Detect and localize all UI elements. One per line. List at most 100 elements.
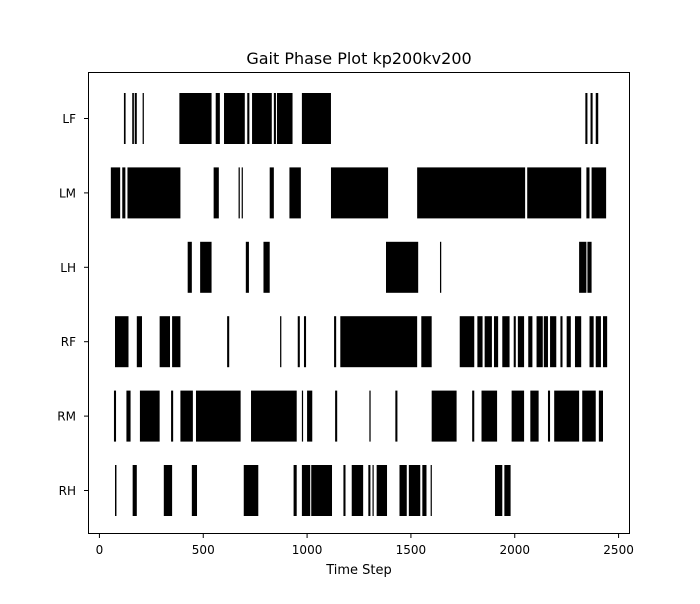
- phase-bar: [543, 316, 548, 368]
- phase-bar: [528, 316, 533, 368]
- phase-bar: [180, 390, 193, 442]
- x-axis: 0 500 1000 1500 2000 2500: [96, 534, 634, 557]
- phase-bar: [215, 93, 220, 144]
- phase-bar: [591, 167, 607, 219]
- phase-bar: [115, 465, 117, 516]
- phase-bar: [582, 390, 596, 442]
- phase-bar: [603, 316, 608, 368]
- phase-bar: [139, 390, 160, 442]
- x-tick-label: 2000: [499, 543, 530, 557]
- phase-bar: [307, 390, 313, 442]
- phase-bar: [115, 316, 129, 368]
- phase-bar: [439, 241, 442, 293]
- phase-bar: [590, 93, 593, 144]
- x-axis-label: Time Step: [325, 563, 392, 578]
- phase-bar: [301, 93, 331, 144]
- phase-bar: [560, 316, 563, 368]
- phase-bar: [252, 93, 272, 144]
- phase-bar: [430, 465, 432, 516]
- phase-bar: [142, 93, 144, 144]
- phase-bar: [585, 93, 588, 144]
- phase-bar: [179, 93, 212, 144]
- phase-bar: [579, 241, 587, 293]
- phase-bar: [171, 390, 174, 442]
- x-tick-label: 0: [96, 543, 104, 557]
- phase-bar: [343, 465, 346, 516]
- phase-bar: [417, 167, 526, 219]
- phase-bar: [517, 316, 525, 368]
- phase-bar: [399, 465, 407, 516]
- row-lf: [123, 93, 599, 144]
- x-tick-label: 500: [192, 543, 215, 557]
- phase-bar: [195, 390, 241, 442]
- phase-bar: [132, 465, 137, 516]
- phase-bar: [269, 167, 274, 219]
- phase-bar: [334, 316, 337, 368]
- phase-bar: [351, 465, 364, 516]
- phase-bar: [340, 316, 418, 368]
- phase-bar: [368, 465, 371, 516]
- phase-bar: [422, 465, 427, 516]
- x-tick-label: 2500: [603, 543, 634, 557]
- phase-bar: [547, 390, 551, 442]
- phase-bar: [431, 390, 457, 442]
- phase-bar: [595, 93, 599, 144]
- phase-bar: [273, 93, 276, 144]
- phase-bar: [280, 316, 282, 368]
- chart-title: Gait Phase Plot kp200kv200: [246, 49, 471, 68]
- phase-bar: [504, 465, 511, 516]
- phase-bar: [238, 167, 240, 219]
- phase-bar: [303, 316, 307, 368]
- phase-bar: [243, 465, 259, 516]
- phase-bar: [330, 167, 389, 219]
- y-tick-label: LF: [62, 112, 76, 126]
- phase-bar: [408, 465, 421, 516]
- phase-bar: [276, 93, 293, 144]
- phase-bar: [589, 316, 594, 368]
- phase-bar: [536, 316, 543, 368]
- phase-bar: [395, 390, 398, 442]
- phase-bar: [251, 390, 297, 442]
- phase-bar: [459, 316, 475, 368]
- phase-bar: [227, 316, 230, 368]
- phase-bar: [224, 93, 245, 144]
- phase-bar: [530, 390, 539, 442]
- phase-bar: [200, 241, 212, 293]
- y-tick-label: RM: [57, 410, 76, 424]
- phase-bar: [187, 241, 192, 293]
- phase-bar: [134, 93, 137, 144]
- phase-bar: [126, 390, 131, 442]
- phase-bar: [289, 167, 301, 219]
- phase-bar: [372, 465, 374, 516]
- phase-bar: [554, 390, 580, 442]
- phase-bar: [386, 241, 419, 293]
- phase-bar: [122, 167, 126, 219]
- phase-bar: [550, 316, 557, 368]
- y-tick-label: RH: [59, 484, 76, 498]
- phase-bar: [587, 241, 592, 293]
- phase-bar: [511, 390, 525, 442]
- phase-bar: [159, 316, 171, 368]
- phase-bar: [213, 167, 219, 219]
- phase-bar: [127, 167, 181, 219]
- phase-bar: [598, 390, 603, 442]
- phase-bar: [110, 167, 121, 219]
- phase-bar: [297, 316, 300, 368]
- phase-bar: [335, 390, 338, 442]
- phase-bar: [263, 241, 270, 293]
- phase-bar: [472, 390, 475, 442]
- phase-bar: [136, 316, 142, 368]
- row-rf: [115, 316, 608, 368]
- phase-bar: [301, 465, 311, 516]
- phase-bar: [301, 390, 304, 442]
- phase-bar: [132, 93, 134, 144]
- phase-bar: [513, 316, 516, 368]
- phase-bar: [421, 316, 432, 368]
- phase-bar: [369, 390, 371, 442]
- row-rh: [115, 465, 511, 516]
- y-tick-label: RF: [61, 335, 76, 349]
- phase-bar: [163, 465, 173, 516]
- phase-bar: [113, 390, 117, 442]
- y-axis: LF LM LH RF RM RH: [57, 112, 88, 498]
